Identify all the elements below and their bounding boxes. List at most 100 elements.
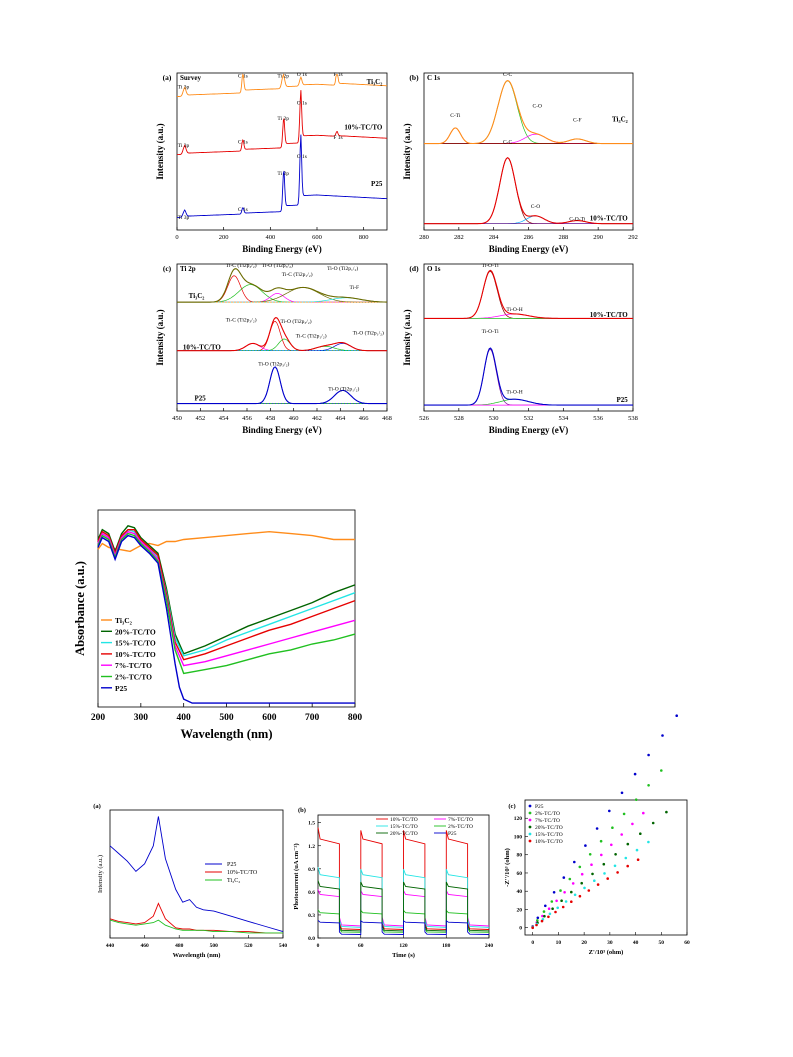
x-tick-label: 532	[524, 415, 534, 422]
panel-letter: (c)	[508, 803, 515, 810]
pl-series	[109, 902, 283, 934]
eis-point	[675, 714, 678, 717]
x-tick-label: 0	[317, 943, 320, 949]
peak-label: C 1s	[238, 140, 248, 146]
eis-point	[571, 882, 575, 885]
eis-point	[584, 844, 587, 847]
x-tick-label: 530	[489, 415, 499, 422]
eis-point	[647, 784, 650, 787]
x-tick-label: 20	[581, 940, 587, 946]
sample-label: Ti₃C₂	[367, 78, 383, 86]
xps-figure: 0 200 400 600 800 Binding Energy (eV) Intensit…	[155, 72, 638, 435]
y-tick-label: 100	[514, 834, 523, 840]
peak-label: Ti-O-H	[506, 389, 522, 395]
eis-point	[580, 881, 583, 885]
peak-label: Ti-O (Ti2p₁/₂)	[353, 330, 384, 337]
x-tick-label: 400	[265, 234, 275, 241]
envelope	[177, 317, 387, 352]
x-tick-label: 120	[399, 943, 408, 949]
legend-label: P25	[535, 804, 544, 810]
legend-label: 7%-TC/TO	[448, 817, 473, 823]
plot-frame	[524, 799, 688, 936]
peak-label: Ti-C (Ti2p₃/₂)	[226, 316, 257, 323]
peak-label: Ti-O (Ti2p₃/₂)	[280, 318, 311, 325]
x-tick-label: 290	[593, 234, 603, 241]
x-tick-label: 286	[524, 234, 535, 241]
eis-point	[599, 839, 603, 843]
eis-point	[635, 848, 639, 852]
sample-label: P25	[371, 180, 383, 188]
y-tick-label: 0.3	[308, 913, 315, 919]
x-axis-label: Binding Energy (eV)	[242, 425, 322, 435]
eis-point	[620, 791, 624, 795]
y-tick-label: 60	[517, 871, 523, 877]
peak-label: Ti 2p	[277, 116, 289, 122]
uv-vis-absorbance-chart: 200 300 400 500 600 700 800 Wavelength (nm) Abso…	[73, 509, 363, 741]
peak-label: O 1s	[297, 72, 307, 78]
eis-point	[563, 891, 566, 894]
eis-point	[531, 926, 534, 930]
eis-point	[551, 907, 554, 910]
panel-letter: (d)	[409, 264, 419, 273]
y-axis-label: Intensity (a.u.)	[402, 123, 412, 179]
eis-point	[602, 862, 606, 866]
legend-marker	[528, 832, 532, 836]
plot-frame	[176, 72, 388, 231]
eis-point	[631, 822, 634, 826]
eis-point	[633, 772, 637, 776]
y-axis-label: Intensity (a.u.)	[155, 123, 165, 179]
legend-label: 15%-TC/TO	[390, 824, 418, 830]
legend-label: 2%-TC/TO	[115, 673, 152, 682]
eis-point	[562, 876, 566, 879]
peak-label: Ti-O (Ti2p₁/₂)	[328, 385, 359, 392]
sample-label: 10%-TC/TO	[590, 215, 629, 223]
x-tick-label: 240	[485, 943, 494, 949]
panel-letter: (b)	[298, 807, 306, 814]
envelope	[424, 347, 633, 406]
eis-point	[647, 753, 650, 757]
x-tick-label: 464	[335, 415, 346, 422]
eis-point	[540, 919, 544, 923]
eis-point	[634, 798, 638, 801]
legend-label: P25	[227, 862, 236, 868]
xps-panel-0: 0 200 400 600 800 Binding Energy (eV) Intensit…	[155, 72, 388, 254]
legend-marker	[528, 825, 532, 829]
eis-point	[564, 900, 568, 903]
eis-point	[588, 853, 592, 856]
x-axis-label: Wavelength (nm)	[180, 727, 272, 741]
x-tick-label: 454	[219, 415, 230, 422]
pl-series	[109, 816, 284, 933]
x-tick-label: 800	[348, 713, 363, 723]
eis-point	[560, 899, 563, 902]
legend-label: 10%-TC/TO	[390, 817, 418, 823]
envelope	[424, 157, 633, 225]
x-axis-label: Binding Energy (eV)	[489, 244, 569, 254]
fit-component	[424, 348, 633, 406]
peak-label: F 1s	[333, 135, 342, 141]
plot-frame	[423, 263, 634, 412]
peak-label: C 1s	[238, 74, 248, 80]
x-axis-label: Wavelength (nm)	[173, 952, 221, 959]
legend-label: 20%-TC/TO	[535, 825, 563, 831]
y-tick-label: 120	[514, 816, 523, 822]
xps-panel-3: 526 528 530 532 534 536 538 Binding Energy (eV)…	[402, 263, 638, 435]
y-axis-label: -Z''/10³ (ohm)	[504, 848, 511, 887]
panel-letter: (a)	[93, 803, 101, 810]
x-tick-label: 300	[134, 713, 149, 723]
peak-label: O 1s	[297, 100, 307, 106]
y-tick-label: 0.9	[308, 867, 315, 873]
eis-point	[606, 877, 609, 880]
y-tick-label: 40	[517, 889, 523, 895]
survey-spectrum	[177, 73, 387, 97]
legend-label: 7%-TC/TO	[535, 818, 560, 824]
region-label: Ti 2p	[180, 265, 196, 273]
legend-label: P25	[448, 831, 457, 837]
spectra-curves	[424, 80, 633, 225]
eis-point	[543, 914, 546, 918]
peak-label: Ti-O-H	[506, 307, 522, 313]
eis-point	[665, 810, 668, 814]
legend-label: 10%-TC/TO	[227, 870, 258, 876]
absorbance-curves	[97, 524, 356, 704]
sample-label: Ti₃C₂	[189, 292, 205, 300]
